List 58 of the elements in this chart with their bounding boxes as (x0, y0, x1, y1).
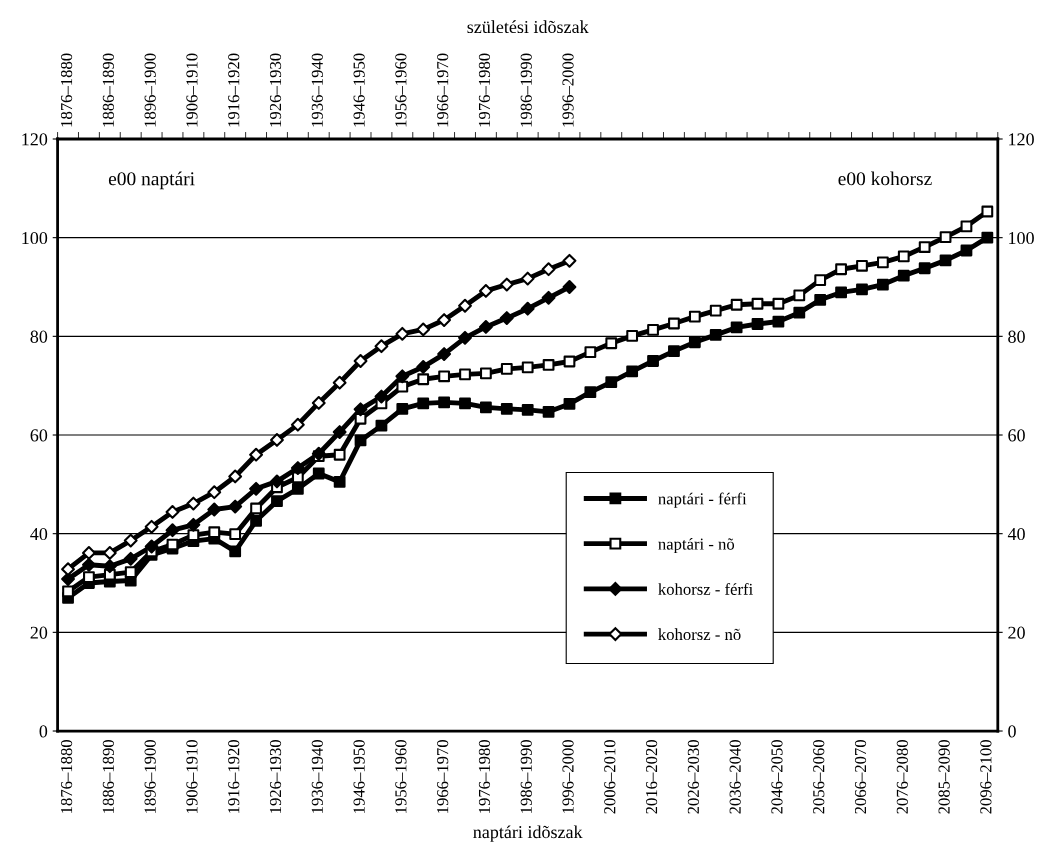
x-tick-label: 1946–1950 (353, 739, 365, 813)
y2-tick-label: 120 (1009, 133, 1034, 146)
text: 1936–1940 (311, 53, 323, 127)
x-tick-label: 2076–2080 (896, 739, 908, 814)
text: 1976–1980 (478, 53, 491, 127)
x-tick-label: 1936–1940 (311, 739, 323, 813)
y-tick-label: 40 (30, 527, 48, 541)
y2-tick-label: 40 (1007, 527, 1025, 541)
legend-label: kohorsz - nõ (658, 628, 741, 641)
x-tick-label: 1976–1980 (478, 739, 491, 813)
x-tick-label: 1896–1900 (144, 739, 156, 813)
x-tick-label: 1906–1910 (186, 739, 198, 813)
y-tick-label: 20 (30, 626, 48, 639)
text: 1926–1930 (269, 53, 282, 127)
y2-tick-label: 0 (1008, 725, 1016, 738)
x-tick-label: 1926–1930 (269, 739, 282, 813)
x-tick-label: 2006–2010 (604, 739, 616, 814)
x-tick-label: 1916–1920 (228, 739, 240, 813)
x-tick-label: 2016–2020 (645, 739, 658, 814)
text: 1966–1970 (437, 53, 449, 127)
legend-label: naptári - nõ (658, 537, 735, 554)
text: 1986–1990 (520, 53, 532, 127)
x-tick-label: 1996–2000 (562, 739, 574, 813)
x-tick-label: 2056–2060 (813, 739, 825, 814)
annotation: e00 kohorsz (838, 171, 932, 186)
x-tick-label: 2036–2040 (729, 739, 741, 814)
y2-tick-label: 80 (1008, 330, 1025, 343)
x-tick-label: 2066–2070 (854, 739, 867, 814)
x-tick-label: 1886–1890 (102, 739, 114, 813)
annotation: e00 naptári (108, 171, 195, 190)
text: 1946–1950 (353, 53, 365, 127)
text: 1996–2000 (562, 53, 574, 127)
y2-tick-label: 20 (1008, 626, 1025, 639)
x-tick-label: 2096–2100 (980, 739, 992, 814)
text: 1956–1960 (395, 53, 407, 127)
x-tick-label: 2046–2050 (771, 739, 783, 814)
y-tick-label: 60 (30, 429, 48, 442)
x-tick-label: 2026–2030 (687, 739, 700, 814)
y2-tick-label: 100 (1009, 231, 1034, 245)
text: 1886–1890 (102, 53, 114, 127)
legend-label: naptári - férfi (658, 492, 747, 508)
x-tick-label: 1956–1960 (395, 739, 407, 813)
text: 1916–1920 (228, 53, 240, 127)
x-tick-label: 2085–2090 (938, 739, 950, 814)
text: 1896–1900 (144, 53, 156, 127)
x-axis-title: naptári idõszak (473, 825, 583, 842)
x-tick-label: 1986–1990 (520, 739, 532, 813)
legend-label: kohorsz - férfi (658, 582, 753, 595)
text: 1906–1910 (186, 53, 198, 127)
y-tick-label: 100 (22, 231, 48, 245)
y-tick-label: 0 (39, 725, 48, 738)
x-tick-label: 1966–1970 (437, 739, 449, 813)
x-tick-label: 1876–1880 (60, 739, 73, 813)
y-tick-label: 120 (22, 133, 48, 146)
y2-tick-label: 60 (1008, 429, 1025, 442)
y-tick-label: 80 (30, 330, 48, 343)
text: 1876–1880 (60, 53, 73, 127)
x2-axis-title: születési idõszak (467, 20, 589, 34)
